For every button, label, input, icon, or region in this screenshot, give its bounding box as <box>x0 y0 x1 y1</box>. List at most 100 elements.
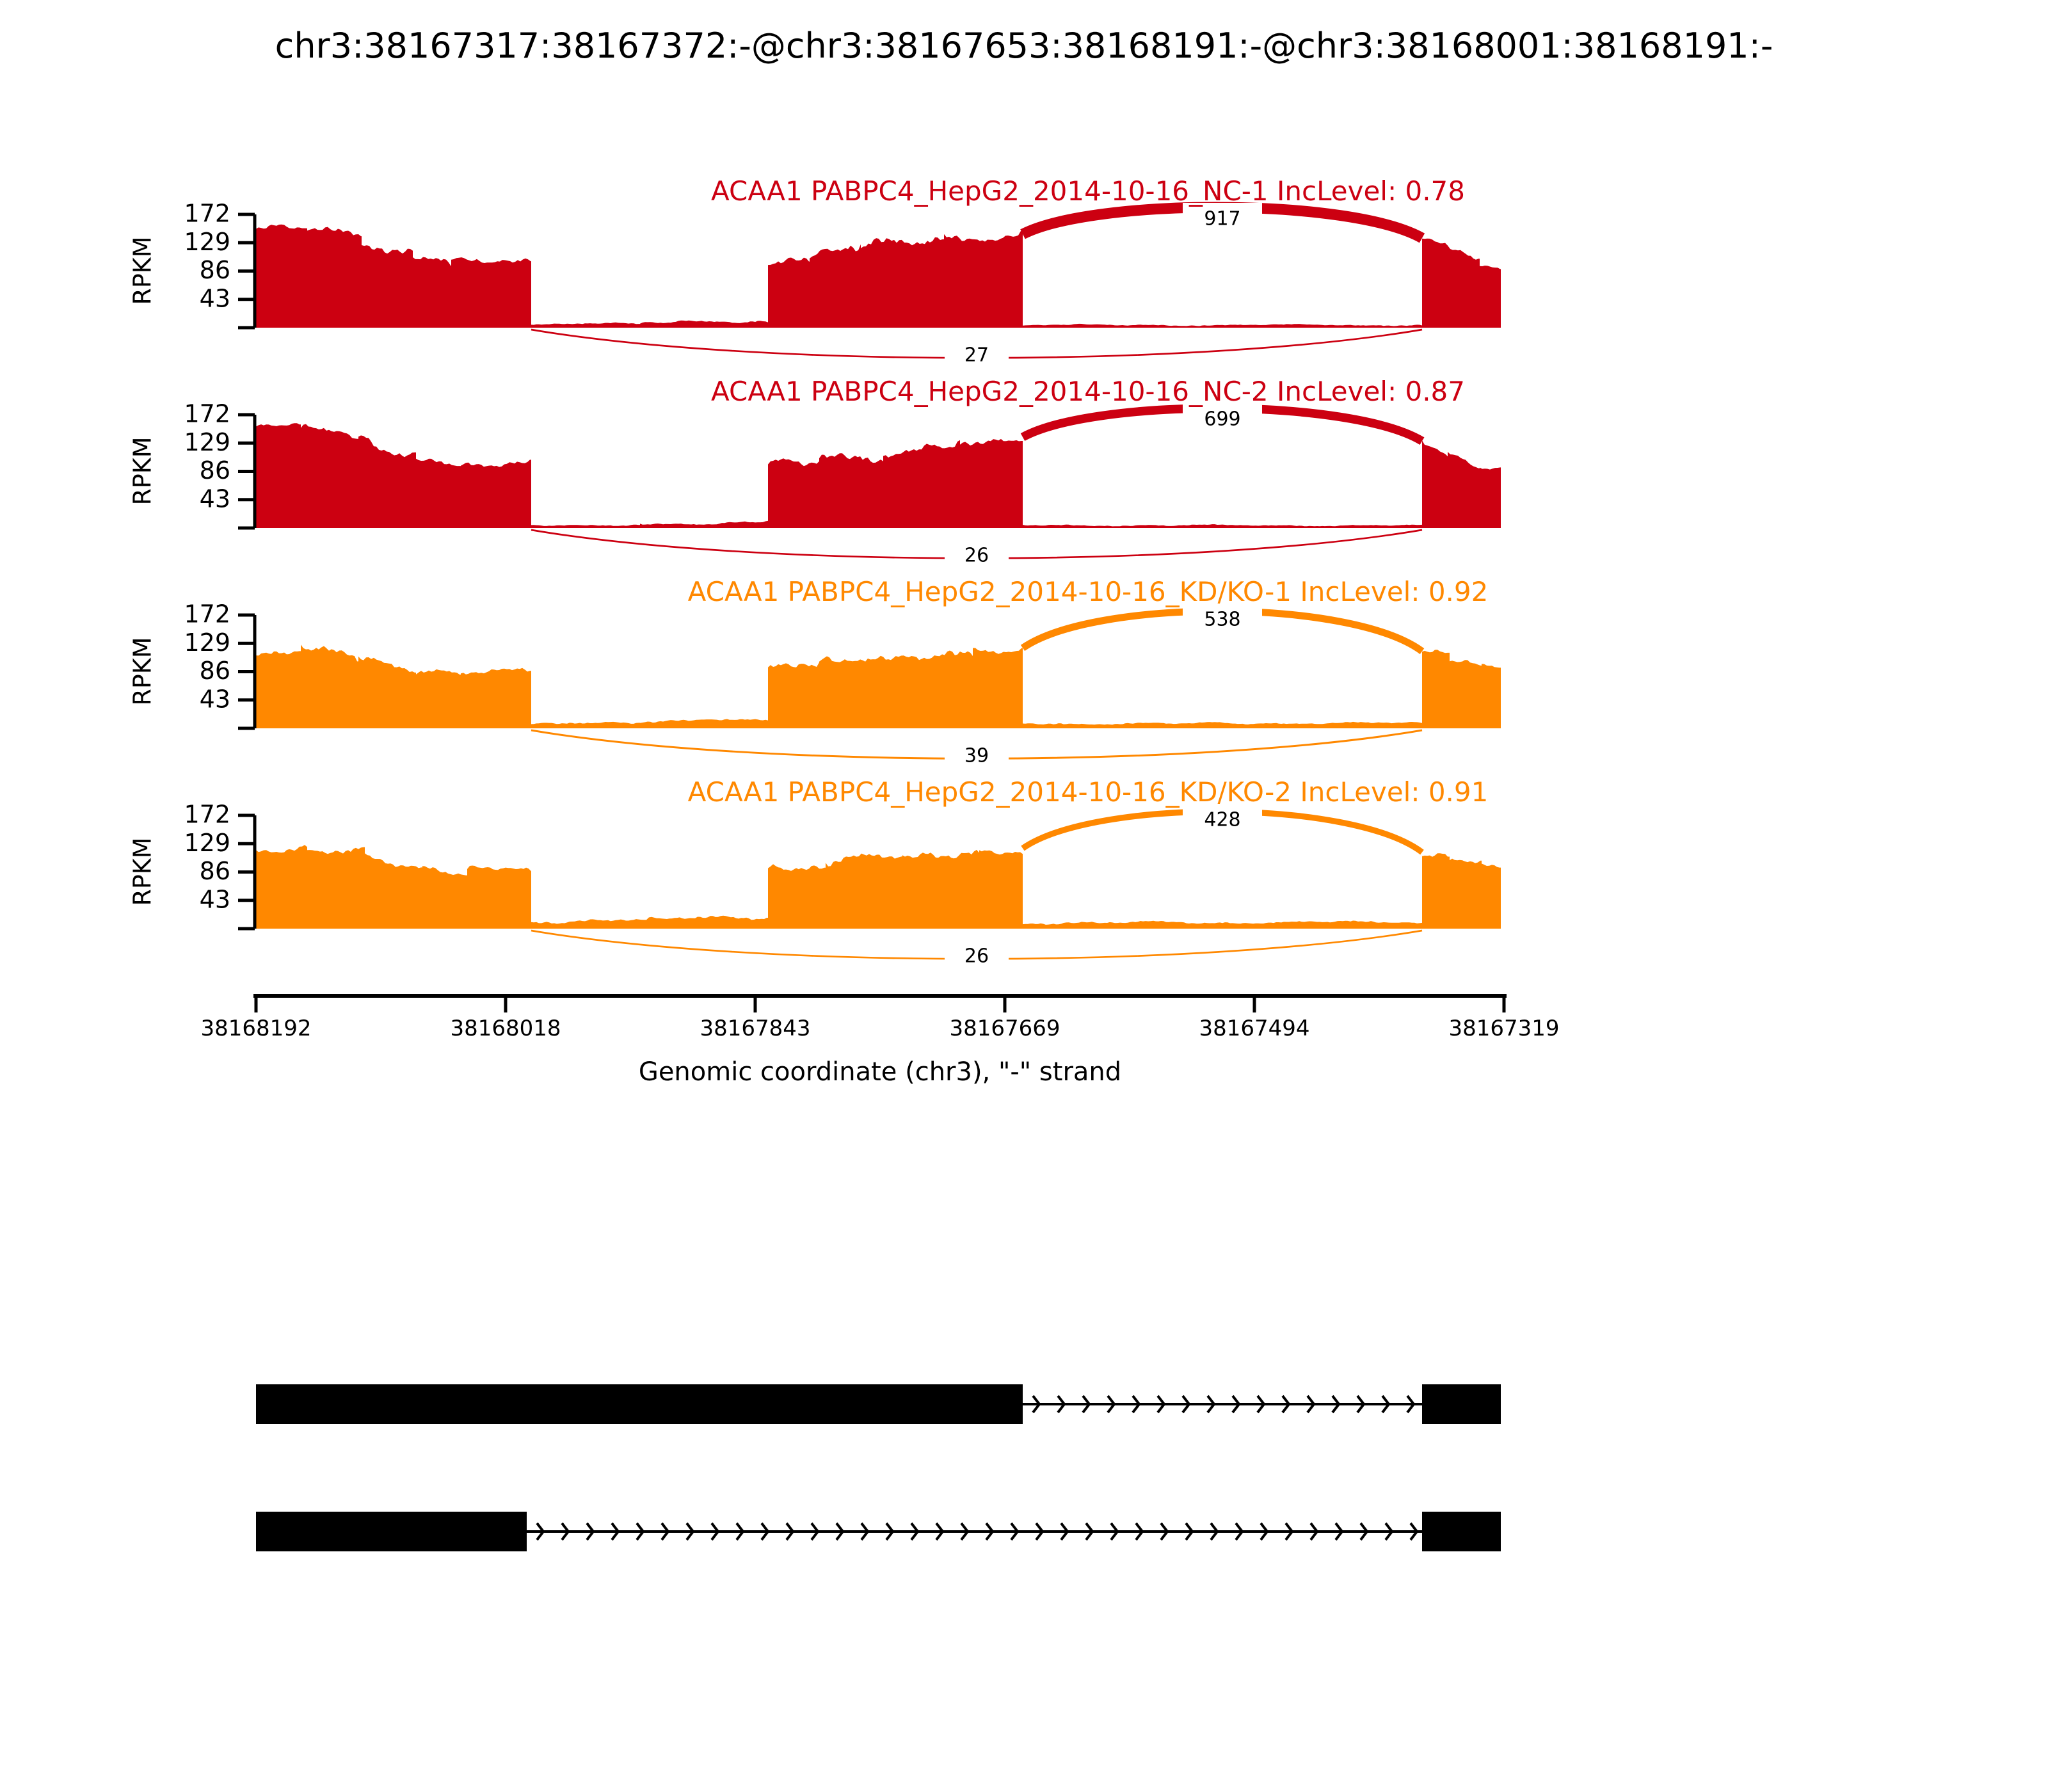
isoform-2 <box>256 1512 1501 1551</box>
x-tick-label: 38168192 <box>200 1016 311 1041</box>
strand-arrow-icon <box>1356 1395 1366 1414</box>
strand-arrow-icon <box>1281 1395 1291 1414</box>
y-tick-label: 172 <box>184 200 230 228</box>
y-tick-label: 172 <box>184 801 230 829</box>
strand-arrow-icon <box>1156 1395 1166 1414</box>
strand-arrow-icon <box>1334 1522 1344 1541</box>
junction-count-label: 699 <box>1204 408 1240 431</box>
strand-arrow-icon <box>1085 1522 1094 1541</box>
strand-arrow-icon <box>885 1522 895 1541</box>
strand-arrow-icon <box>1107 1395 1116 1414</box>
figure-title: chr3:38167317:38167372:-@chr3:38167653:3… <box>275 26 1773 66</box>
strand-arrow-icon <box>1256 1395 1266 1414</box>
y-tick-label: 43 <box>200 685 230 713</box>
strand-arrow-icon <box>1035 1522 1044 1541</box>
strand-arrow-icon <box>1032 1395 1041 1414</box>
y-tick-label: 129 <box>184 829 230 857</box>
junction-label-box <box>945 339 1009 369</box>
junction-count-label: 428 <box>1204 809 1240 831</box>
junction-label-box <box>945 540 1009 569</box>
strand-arrow-icon <box>1406 1395 1416 1414</box>
junction-count-label: 39 <box>964 745 989 767</box>
exon-box <box>1422 1512 1501 1551</box>
junction-count-label: 27 <box>964 344 989 367</box>
strand-arrow-icon <box>1160 1522 1169 1541</box>
y-tick-label: 129 <box>184 428 230 456</box>
strand-arrow-icon <box>611 1522 620 1541</box>
exon-box <box>1422 1384 1501 1424</box>
coverage-area <box>256 644 1501 728</box>
strand-arrow-icon <box>1185 1522 1194 1541</box>
track-label: ACAA1 PABPC4_HepG2_2014-10-16_NC-1 IncLe… <box>711 175 1465 207</box>
strand-arrow-icon <box>1110 1522 1119 1541</box>
strand-arrow-icon <box>660 1522 670 1541</box>
x-tick-label: 38167319 <box>1448 1016 1559 1041</box>
strand-arrows <box>536 1522 1419 1541</box>
x-tick-label: 38168018 <box>450 1016 561 1041</box>
y-axis-title: RPKM <box>129 637 157 705</box>
strand-arrow-icon <box>1010 1522 1020 1541</box>
strand-arrow-icon <box>1060 1522 1069 1541</box>
junction-label-box <box>1183 403 1262 431</box>
junction-count-label: 26 <box>964 945 989 968</box>
strand-arrow-icon <box>710 1522 720 1541</box>
strand-arrow-icon <box>586 1522 595 1541</box>
strand-arrow-icon <box>1284 1522 1294 1541</box>
track-label: ACAA1 PABPC4_HepG2_2014-10-16_KD/KO-2 In… <box>688 776 1489 808</box>
junction-count-label: 538 <box>1204 609 1240 631</box>
y-tick-label: 86 <box>200 857 230 885</box>
junction-count-label: 26 <box>964 545 989 567</box>
strand-arrow-icon <box>1359 1522 1369 1541</box>
y-tick-label: 43 <box>200 284 230 312</box>
y-tick-label: 129 <box>184 628 230 657</box>
strand-arrow-icon <box>561 1522 570 1541</box>
coverage-area <box>256 845 1501 929</box>
y-tick-label: 86 <box>200 256 230 284</box>
strand-arrow-icon <box>735 1522 745 1541</box>
strand-arrow-icon <box>960 1522 970 1541</box>
strand-arrow-icon <box>1132 1395 1141 1414</box>
strand-arrow-icon <box>1082 1395 1091 1414</box>
strand-arrow-icon <box>1381 1395 1391 1414</box>
strand-arrow-icon <box>860 1522 870 1541</box>
strand-arrow-icon <box>1384 1522 1394 1541</box>
y-tick-label: 172 <box>184 600 230 628</box>
y-tick-label: 129 <box>184 228 230 256</box>
strand-arrow-icon <box>1235 1522 1244 1541</box>
strand-arrow-icon <box>835 1522 845 1541</box>
track-label: ACAA1 PABPC4_HepG2_2014-10-16_KD/KO-1 In… <box>688 576 1489 607</box>
strand-arrow-icon <box>985 1522 995 1541</box>
junction-label-box <box>1183 203 1262 231</box>
strand-arrow-icon <box>536 1522 545 1541</box>
strand-arrow-icon <box>1135 1522 1144 1541</box>
strand-arrow-icon <box>1306 1395 1316 1414</box>
coverage-area <box>256 224 1501 328</box>
strand-arrow-icon <box>1260 1522 1269 1541</box>
strand-arrows <box>1032 1395 1416 1414</box>
junction-label-box <box>945 940 1009 970</box>
y-tick-label: 43 <box>200 885 230 913</box>
junction-label-box <box>945 740 1009 769</box>
strand-arrow-icon <box>1331 1395 1341 1414</box>
strand-arrow-icon <box>1181 1395 1191 1414</box>
x-axis-title: Genomic coordinate (chr3), "-" strand <box>639 1057 1121 1087</box>
y-axis-title: RPKM <box>129 837 157 906</box>
track-label: ACAA1 PABPC4_HepG2_2014-10-16_NC-2 IncLe… <box>711 376 1465 407</box>
junction-count-label: 917 <box>1204 208 1240 230</box>
strand-arrow-icon <box>1309 1522 1319 1541</box>
strand-arrow-icon <box>1231 1395 1241 1414</box>
y-axis-title: RPKM <box>129 436 157 505</box>
junction-label-box <box>1183 604 1262 632</box>
y-tick-label: 86 <box>200 657 230 685</box>
strand-arrow-icon <box>636 1522 645 1541</box>
junction-label-box <box>1183 804 1262 832</box>
strand-arrow-icon <box>760 1522 770 1541</box>
strand-arrow-icon <box>935 1522 945 1541</box>
strand-arrow-icon <box>785 1522 795 1541</box>
